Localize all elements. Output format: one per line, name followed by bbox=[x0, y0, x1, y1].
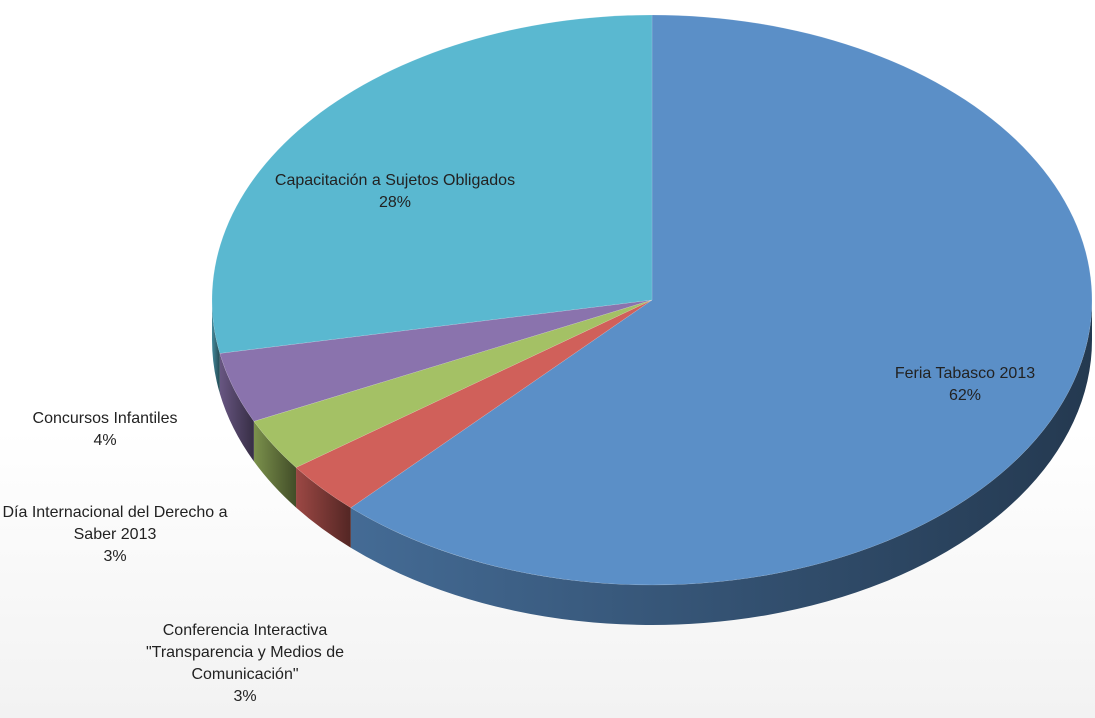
value-label: 62% bbox=[948, 387, 982, 404]
slice bbox=[219, 299, 653, 422]
slice-side bbox=[212, 300, 220, 394]
slice-label: Conferencia Interactiva "Transparencia y… bbox=[115, 620, 375, 708]
slice-label: Feria Tabasco 2013 62% bbox=[865, 363, 1065, 407]
slice-label: Capacitación a Sujetos Obligados 28% bbox=[270, 170, 520, 214]
slice bbox=[253, 299, 653, 468]
category-name: Concursos Infantiles bbox=[32, 410, 178, 427]
value-label: 3% bbox=[103, 548, 127, 565]
slice bbox=[350, 14, 1093, 586]
slice-side bbox=[219, 353, 254, 462]
slice bbox=[295, 299, 653, 509]
value-label: 3% bbox=[233, 688, 257, 705]
category-name: Conferencia Interactiva "Transparencia y… bbox=[145, 622, 345, 683]
slice-side bbox=[296, 467, 351, 548]
slice bbox=[211, 14, 653, 354]
slice-label: Día Internacional del Derecho a Saber 20… bbox=[0, 502, 230, 568]
value-label: 28% bbox=[378, 194, 412, 211]
category-name: Feria Tabasco 2013 bbox=[894, 365, 1036, 382]
slice-label: Concursos Infantiles 4% bbox=[0, 408, 215, 452]
category-name: Día Internacional del Derecho a Saber 20… bbox=[2, 504, 228, 543]
slice-side bbox=[350, 300, 1092, 625]
category-name: Capacitación a Sujetos Obligados bbox=[274, 172, 516, 189]
value-label: 4% bbox=[93, 432, 117, 449]
slice-side bbox=[253, 421, 297, 508]
